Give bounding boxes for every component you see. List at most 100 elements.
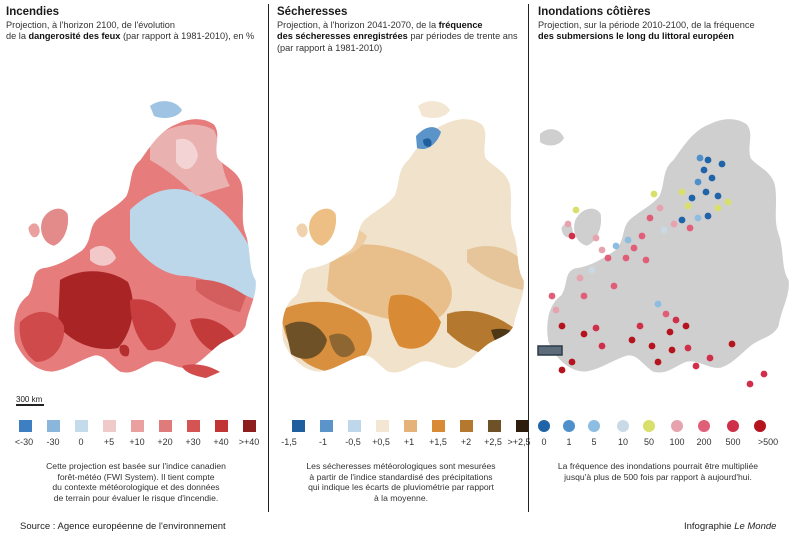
legend-label: +2,5 bbox=[484, 437, 502, 447]
flood-marker bbox=[678, 188, 686, 196]
panel-title: Inondations côtières bbox=[538, 6, 651, 18]
legend-dot bbox=[538, 420, 550, 432]
flood-marker bbox=[568, 358, 576, 366]
flood-marker bbox=[662, 310, 670, 318]
panel-subtitle: Projection, à l'horizon 2100, de l'évolu… bbox=[6, 20, 255, 42]
coastal-flood-map bbox=[537, 118, 790, 388]
legend-swatch bbox=[159, 420, 172, 432]
legend-swatch bbox=[292, 420, 305, 432]
legend-dot bbox=[588, 420, 600, 432]
legend-labels: <-30 -30 0 +5 +10 +20 +30 +40 >+40 bbox=[0, 437, 260, 449]
legend-swatch bbox=[187, 420, 200, 432]
flood-marker bbox=[694, 178, 702, 186]
legend-swatch bbox=[131, 420, 144, 432]
drought-frequency-map bbox=[281, 101, 525, 374]
legend-label: <-30 bbox=[14, 437, 34, 447]
flood-marker bbox=[598, 246, 606, 254]
flood-marker bbox=[624, 236, 632, 244]
flood-marker bbox=[588, 266, 596, 274]
panel-droughts: Sécheresses Projection, à l'horizon 2041… bbox=[271, 0, 531, 510]
flood-marker bbox=[684, 344, 692, 352]
flood-marker bbox=[654, 358, 662, 366]
flood-marker bbox=[648, 342, 656, 350]
flood-marker bbox=[580, 292, 588, 300]
flood-marker bbox=[604, 254, 612, 262]
legend-swatch bbox=[215, 420, 228, 432]
legend-swatch bbox=[19, 420, 32, 432]
legend-label: +1,5 bbox=[429, 437, 447, 447]
flood-marker bbox=[642, 256, 650, 264]
legend-label: +40 bbox=[213, 437, 229, 447]
legend-label: -1,5 bbox=[281, 437, 297, 447]
legend-dots bbox=[532, 420, 797, 434]
flood-marker bbox=[760, 370, 768, 378]
flood-marker bbox=[686, 224, 694, 232]
source-credit: Source : Agence européenne de l'environn… bbox=[20, 521, 226, 532]
flood-marker bbox=[684, 202, 692, 210]
legend-swatches bbox=[271, 420, 529, 434]
legend-dot bbox=[563, 420, 575, 432]
legend-dot bbox=[617, 420, 629, 432]
flood-marker bbox=[672, 316, 680, 324]
flood-marker bbox=[692, 362, 700, 370]
legend-label: 0 bbox=[78, 437, 84, 447]
flood-marker bbox=[708, 174, 716, 182]
legend-label: +10 bbox=[129, 437, 145, 447]
panel-title: Incendies bbox=[6, 6, 60, 18]
legend-swatch bbox=[516, 420, 529, 432]
legend-label: +1 bbox=[403, 437, 415, 447]
flood-marker bbox=[598, 342, 606, 350]
legend-swatch bbox=[320, 420, 333, 432]
legend-swatch bbox=[348, 420, 361, 432]
flood-marker bbox=[694, 214, 702, 222]
legend-label: 10 bbox=[617, 437, 629, 447]
flood-marker bbox=[654, 300, 662, 308]
legend-swatch bbox=[404, 420, 417, 432]
legend-note: Cette projection est basée sur l'indice … bbox=[46, 461, 226, 503]
flood-marker bbox=[630, 244, 638, 252]
legend-swatch bbox=[376, 420, 389, 432]
legend-label: 100 bbox=[669, 437, 685, 447]
legend-label: +2 bbox=[460, 437, 472, 447]
legend-dot bbox=[671, 420, 683, 432]
legend-swatches bbox=[0, 420, 258, 434]
flood-marker bbox=[636, 322, 644, 330]
flood-marker bbox=[706, 354, 714, 362]
flood-marker bbox=[592, 324, 600, 332]
panel-divider bbox=[268, 4, 269, 512]
legend-label: -30 bbox=[46, 437, 60, 447]
legend-label: +30 bbox=[185, 437, 201, 447]
flood-marker bbox=[696, 154, 704, 162]
flood-marker bbox=[728, 340, 736, 348]
flood-marker bbox=[666, 328, 674, 336]
legend-swatch bbox=[243, 420, 256, 432]
legend-swatch bbox=[460, 420, 473, 432]
legend-swatch bbox=[47, 420, 60, 432]
legend-dot bbox=[754, 420, 766, 432]
legend-note: La fréquence des inondations pourrait êt… bbox=[557, 461, 759, 482]
map-scale-label: 300 km bbox=[16, 395, 43, 404]
flood-marker bbox=[548, 292, 556, 300]
flood-marker bbox=[610, 282, 618, 290]
flood-marker bbox=[718, 160, 726, 168]
panel-coastal-floods: Inondations côtières Projection, sur la … bbox=[532, 0, 797, 510]
flood-marker bbox=[612, 242, 620, 250]
flood-marker bbox=[724, 198, 732, 206]
flood-marker bbox=[688, 194, 696, 202]
flood-marker bbox=[682, 322, 690, 330]
panel-fires: Incendies Projection, à l'horizon 2100, … bbox=[0, 0, 260, 510]
flood-marker bbox=[700, 166, 708, 174]
flood-marker bbox=[552, 306, 560, 314]
flood-marker bbox=[558, 322, 566, 330]
flood-marker bbox=[628, 336, 636, 344]
legend-label: >+40 bbox=[238, 437, 260, 447]
infographic-credit: Infographie Le Monde bbox=[684, 521, 777, 532]
panel-subtitle: Projection, sur la période 2010-2100, de… bbox=[538, 20, 755, 42]
legend-label: 0 bbox=[541, 437, 547, 447]
flood-marker bbox=[580, 330, 588, 338]
legend-note: Les sécheresses météorologiques sont mes… bbox=[306, 461, 496, 503]
legend-swatch bbox=[488, 420, 501, 432]
legend-labels: 0 1 5 10 50 100 200 500 >500 bbox=[532, 437, 797, 449]
legend-label: >500 bbox=[757, 437, 779, 447]
legend-label: +20 bbox=[157, 437, 173, 447]
